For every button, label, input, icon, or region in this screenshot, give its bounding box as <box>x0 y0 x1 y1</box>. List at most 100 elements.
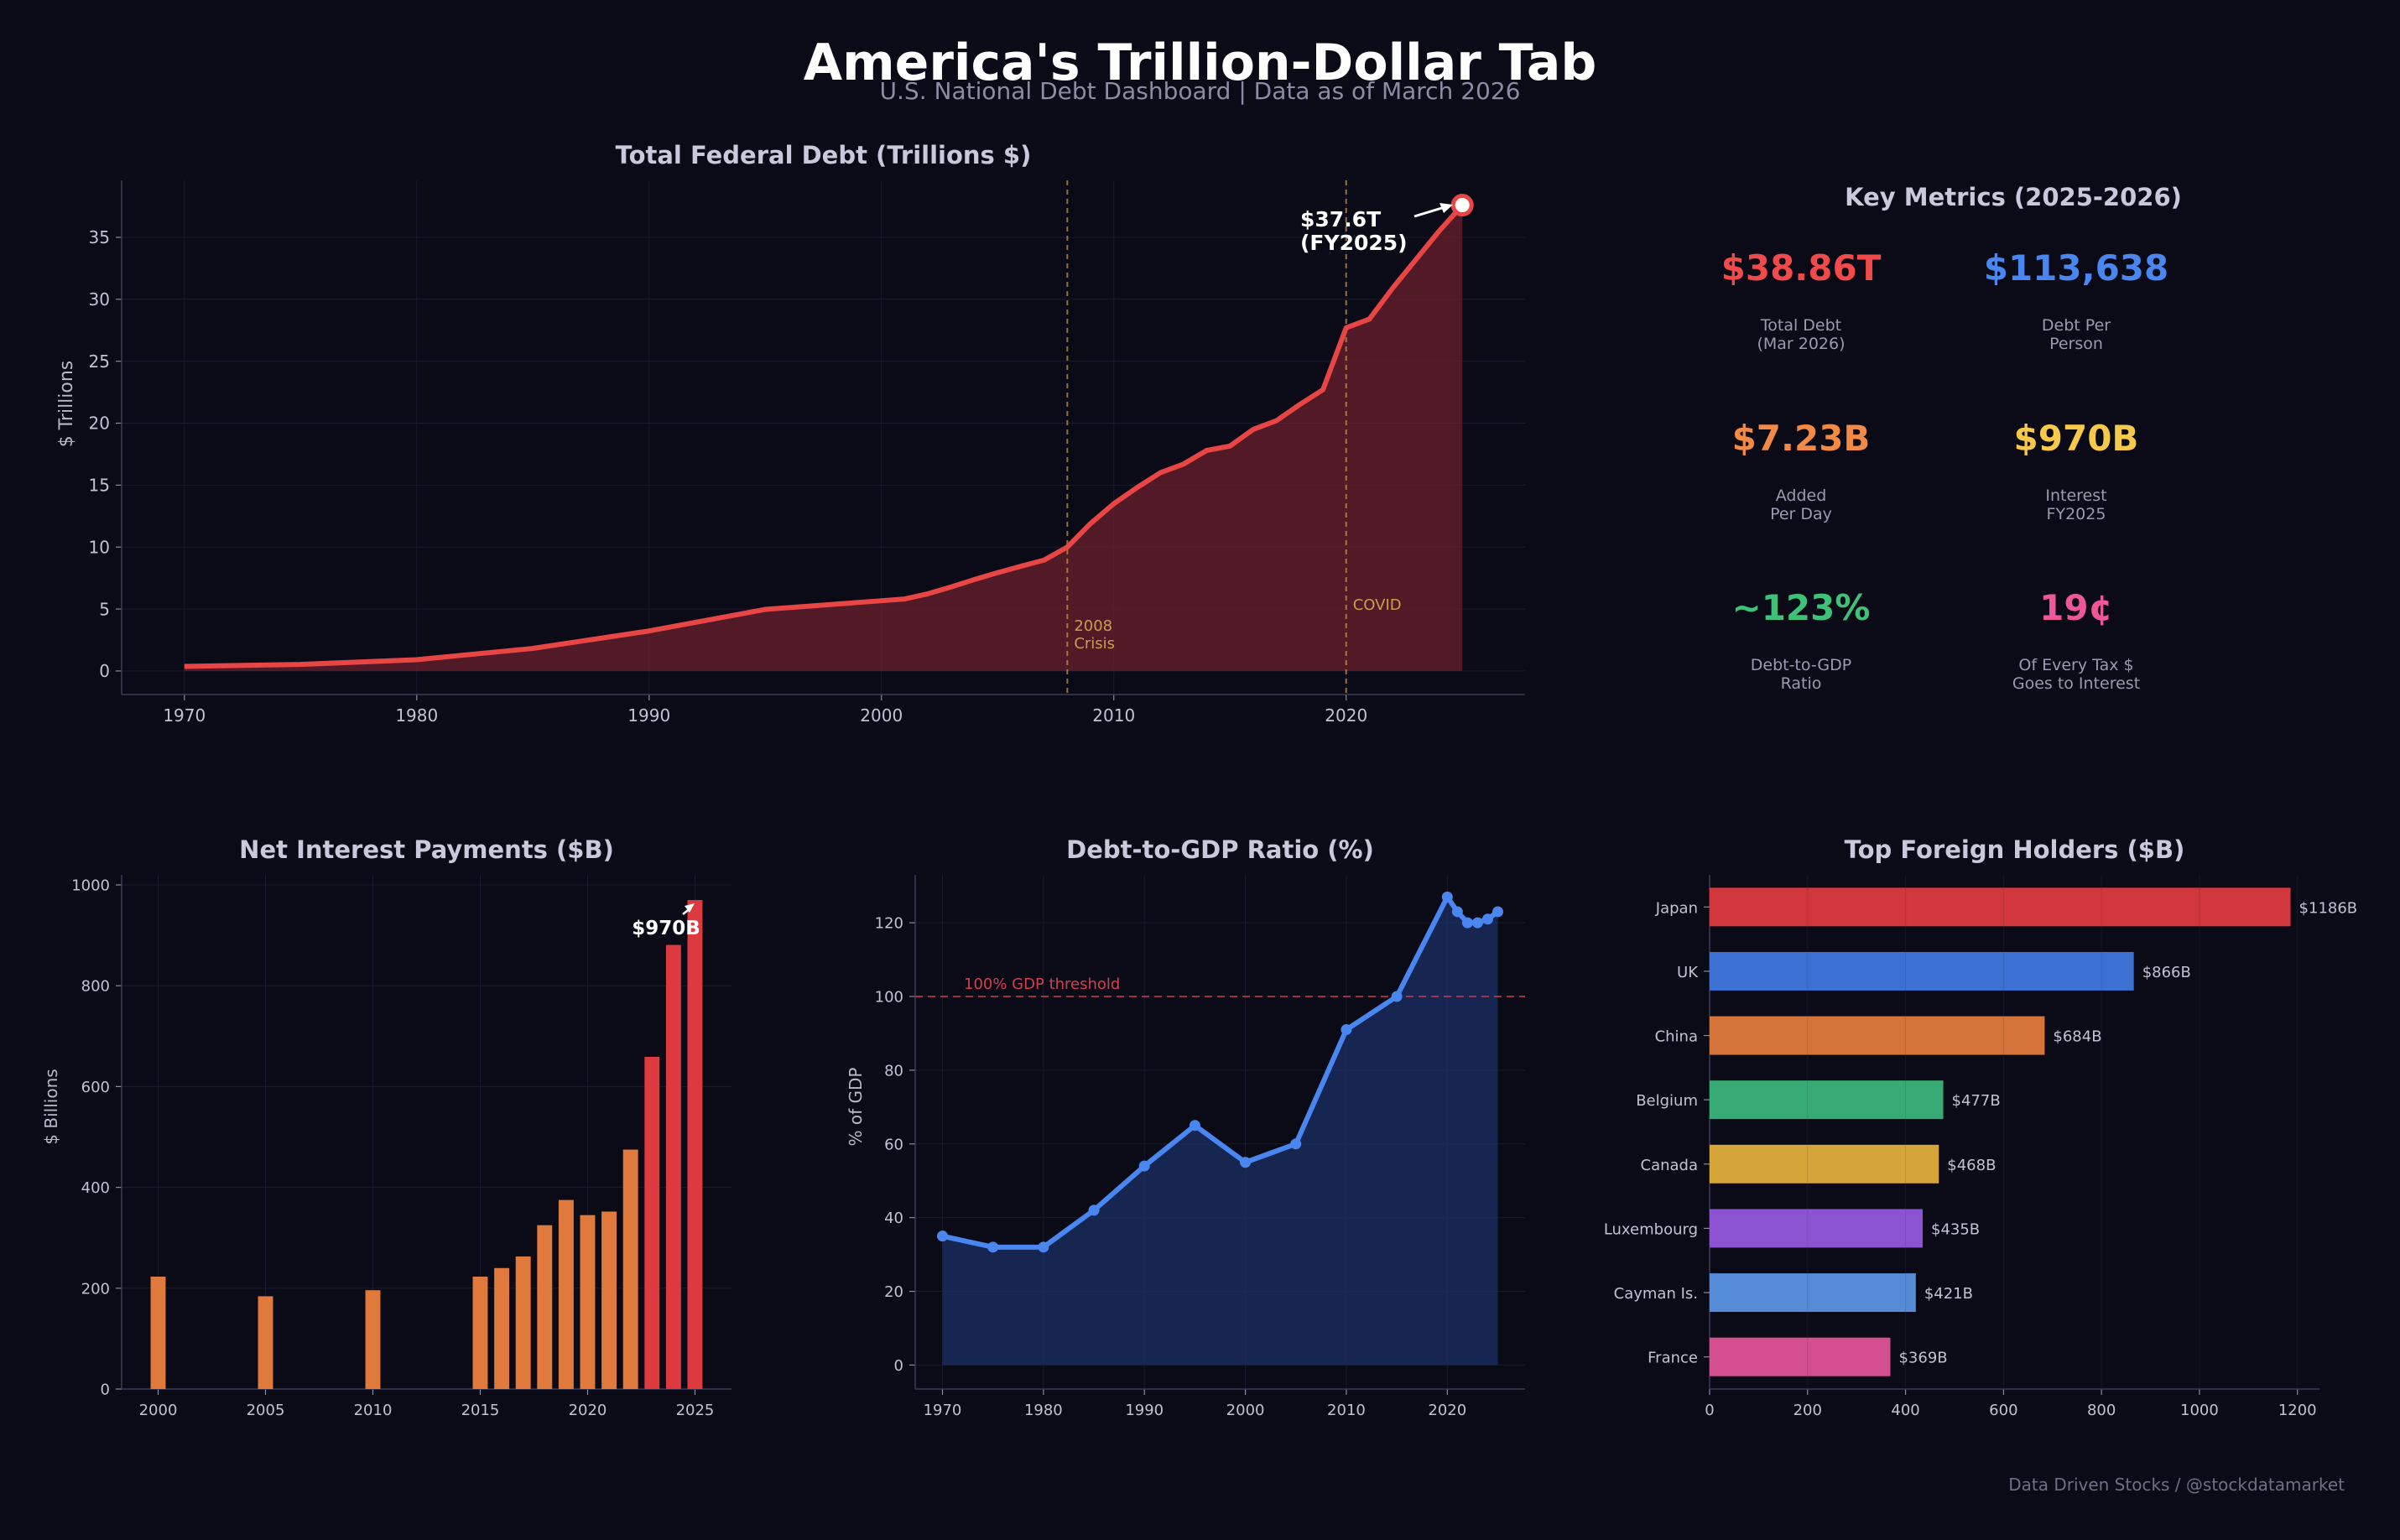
holder-bar-7 <box>1710 1337 1891 1376</box>
gdp-point-2024 <box>1481 913 1493 925</box>
interest-bar-2022 <box>622 1149 638 1389</box>
interest-arrow-head <box>685 903 695 913</box>
interest-bar-2023 <box>644 1056 660 1389</box>
x-tick-label: 600 <box>1989 1402 2017 1419</box>
metric-interest-value: $970B <box>2013 418 2139 459</box>
holder-value-label: $421B <box>1924 1285 1973 1303</box>
holder-bar-3 <box>1710 1080 1944 1120</box>
holder-bar-1 <box>1710 951 2134 991</box>
y-tick-label: 15 <box>89 476 110 496</box>
y-tick-label: 20 <box>89 414 110 434</box>
holder-bar-5 <box>1710 1209 1924 1248</box>
x-tick-label: 1990 <box>1125 1402 1164 1419</box>
x-tick-label: 1980 <box>395 705 438 726</box>
gdp-point-1980 <box>1038 1241 1049 1253</box>
metric-tax-to-interest-value: 19¢ <box>2039 587 2113 628</box>
gdp-point-1990 <box>1138 1160 1150 1172</box>
y-tick-label: 120 <box>875 915 903 933</box>
gdp-point-1970 <box>936 1230 948 1242</box>
debt-line <box>184 203 1465 669</box>
holder-value-label: $477B <box>1952 1092 2001 1110</box>
footer-credit: Data Driven Stocks / @stockdatamarket <box>2008 1475 2345 1495</box>
debt-area <box>184 205 1463 671</box>
gdp-area <box>942 897 1498 1366</box>
metric-total-debt-value: $38.86T <box>1721 247 1882 289</box>
holder-category-label: Cayman Is. <box>1614 1285 1698 1303</box>
x-tick-label: 2010 <box>1092 705 1135 726</box>
y-tick-label: 0 <box>99 661 110 681</box>
holder-category-label: Canada <box>1641 1157 1699 1174</box>
y-axis-label: % of GDP <box>846 1068 866 1147</box>
y-tick-label: 25 <box>89 351 110 372</box>
interest-bar-2000 <box>150 1276 166 1389</box>
metric-debt-to-gdp-value: ~123% <box>1731 587 1871 628</box>
interest-bar-2020 <box>580 1215 596 1389</box>
interest-bar-2010 <box>365 1290 381 1389</box>
debt-end-marker <box>1450 194 1474 217</box>
x-tick-label: 400 <box>1891 1402 1919 1419</box>
holder-value-label: $1186B <box>2299 899 2358 917</box>
x-tick-label: 2000 <box>139 1402 178 1419</box>
holder-category-label: UK <box>1677 964 1699 981</box>
holder-category-label: Japan <box>1655 899 1698 917</box>
gdp-point-2022 <box>1461 917 1473 929</box>
interest-chart-title: Net Interest Payments ($B) <box>239 835 614 864</box>
y-tick-label: 0 <box>894 1357 903 1375</box>
x-tick-label: 1970 <box>924 1402 962 1419</box>
x-tick-label: 2025 <box>676 1402 715 1419</box>
x-tick-label: 1990 <box>627 705 670 726</box>
event-label-1: COVID <box>1353 596 1402 614</box>
y-tick-label: 800 <box>81 978 110 996</box>
debt-annotation: $37.6T (FY2025) <box>1300 207 1408 255</box>
holder-value-label: $866B <box>2142 964 2191 981</box>
x-tick-label: 0 <box>1705 1402 1714 1419</box>
x-tick-label: 2020 <box>569 1402 607 1419</box>
gdp-point-1975 <box>987 1241 999 1253</box>
x-tick-label: 2015 <box>461 1402 500 1419</box>
holder-bar-6 <box>1710 1273 1916 1313</box>
debt-chart-title: Total Federal Debt (Trillions $) <box>616 141 1032 169</box>
interest-bar-2025 <box>687 900 703 1389</box>
metric-added-per-day-value: $7.23B <box>1731 418 1871 459</box>
x-tick-label: 1980 <box>1024 1402 1063 1419</box>
y-axis-label: $ Billions <box>41 1069 61 1144</box>
holder-value-label: $684B <box>2053 1028 2101 1046</box>
x-tick-label: 2020 <box>1325 705 1367 726</box>
gdp-point-2005 <box>1290 1138 1302 1150</box>
interest-bar-2017 <box>515 1256 531 1389</box>
y-tick-label: 20 <box>884 1283 903 1301</box>
interest-bar-2015 <box>472 1276 488 1389</box>
annotation-arrow-shaft <box>1413 206 1445 218</box>
key-metrics-title: Key Metrics (2025-2026) <box>1845 183 2182 211</box>
x-tick-label: 1200 <box>2278 1402 2317 1419</box>
y-tick-label: 0 <box>101 1381 110 1398</box>
x-tick-label: 200 <box>1793 1402 1822 1419</box>
gdp-point-2020 <box>1441 891 1453 903</box>
y-tick-label: 600 <box>81 1079 110 1096</box>
y-tick-label: 30 <box>89 289 110 310</box>
interest-bar-2021 <box>601 1211 617 1389</box>
holder-bar-4 <box>1710 1144 1939 1184</box>
x-tick-label: 1000 <box>2180 1402 2219 1419</box>
gdp-chart-title: Debt-to-GDP Ratio (%) <box>1066 835 1374 864</box>
holder-category-label: France <box>1648 1350 1698 1367</box>
y-tick-label: 5 <box>99 599 110 619</box>
gdp-point-2000 <box>1240 1157 1252 1168</box>
x-tick-label: 2010 <box>354 1402 393 1419</box>
x-tick-label: 2020 <box>1428 1402 1466 1419</box>
x-tick-label: 1970 <box>163 705 206 726</box>
interest-bar-2016 <box>494 1267 510 1389</box>
holder-bar-0 <box>1710 887 2291 927</box>
event-label-0: 2008 Crisis <box>1074 617 1115 653</box>
gdp-point-1985 <box>1088 1204 1100 1216</box>
holder-category-label: China <box>1655 1028 1698 1046</box>
x-tick-label: 2000 <box>860 705 903 726</box>
metric-interest-label: Interest FY2025 <box>2045 486 2107 523</box>
holder-category-label: Luxembourg <box>1604 1220 1698 1238</box>
y-tick-label: 40 <box>884 1210 903 1227</box>
x-tick-label: 2005 <box>247 1402 285 1419</box>
gdp-threshold-label: 100% GDP threshold <box>964 976 1120 993</box>
metric-tax-to-interest-label: Of Every Tax $ Goes to Interest <box>2012 656 2141 693</box>
gdp-point-2021 <box>1451 906 1463 918</box>
